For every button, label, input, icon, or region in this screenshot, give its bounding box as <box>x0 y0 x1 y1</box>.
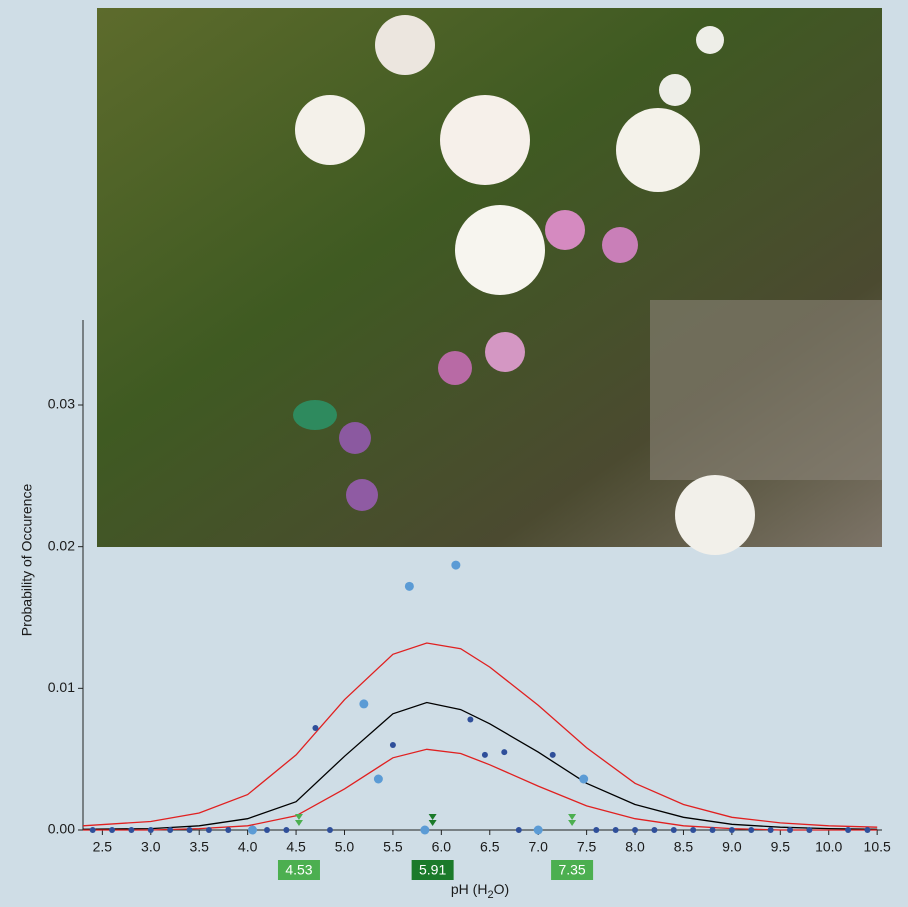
data-point <box>327 827 333 833</box>
fit-curve <box>83 643 877 827</box>
data-point <box>729 827 735 833</box>
x-tick-label: 7.5 <box>577 839 597 855</box>
x-axis-label: pH (H2O) <box>451 881 509 901</box>
data-point <box>167 827 173 833</box>
x-tick-label: 4.0 <box>238 839 258 855</box>
x-label-part: O) <box>494 881 510 897</box>
x-tick-label: 6.0 <box>432 839 452 855</box>
fit-curve <box>83 703 877 830</box>
fit-curve <box>83 749 877 830</box>
marker-arrow <box>568 814 576 826</box>
data-point <box>264 827 270 833</box>
y-tick-label: 0.01 <box>48 679 75 695</box>
data-point <box>534 826 543 835</box>
x-tick-label: 5.0 <box>335 839 355 855</box>
data-point <box>845 827 851 833</box>
data-point <box>768 827 774 833</box>
data-point <box>187 827 193 833</box>
data-point <box>613 827 619 833</box>
data-point <box>420 826 429 835</box>
data-point <box>225 827 231 833</box>
x-tick-label: 6.5 <box>480 839 500 855</box>
data-point <box>864 827 870 833</box>
data-point <box>283 827 289 833</box>
x-tick-label: 9.5 <box>771 839 791 855</box>
y-axis-label: Probability of Occurence <box>19 484 35 637</box>
data-point <box>109 827 115 833</box>
data-point <box>374 775 383 784</box>
data-point <box>787 827 793 833</box>
data-point <box>390 742 396 748</box>
x-tick-label: 9.0 <box>722 839 742 855</box>
chart: Probability of Occurence pH (H2O) 0.00 0.… <box>0 0 908 907</box>
data-point <box>467 717 473 723</box>
x-tick-label: 3.5 <box>189 839 209 855</box>
data-point <box>806 827 812 833</box>
y-tick-label: 0.00 <box>48 821 75 837</box>
data-point <box>312 725 318 731</box>
data-point <box>90 827 96 833</box>
x-tick-label: 5.5 <box>383 839 403 855</box>
x-tick-label: 4.5 <box>286 839 306 855</box>
photo <box>97 8 882 555</box>
data-point <box>579 775 588 784</box>
x-tick-label: 7.0 <box>528 839 548 855</box>
data-point <box>128 827 134 833</box>
marker-label: 7.35 <box>558 862 585 878</box>
data-point <box>550 752 556 758</box>
data-point <box>748 827 754 833</box>
data-point <box>248 826 257 835</box>
data-point <box>206 827 212 833</box>
marker-label: 5.91 <box>419 862 446 878</box>
x-tick-label: 8.5 <box>674 839 694 855</box>
x-tick-label: 3.0 <box>141 839 161 855</box>
data-point <box>593 827 599 833</box>
data-point <box>516 827 522 833</box>
data-point <box>148 827 154 833</box>
marker-label: 4.53 <box>285 862 312 878</box>
data-point <box>710 827 716 833</box>
marker-arrow <box>295 814 303 826</box>
data-point <box>451 561 460 570</box>
x-tick-label: 10.5 <box>864 839 891 855</box>
marker-arrow <box>429 814 437 826</box>
data-point <box>359 699 368 708</box>
data-point <box>405 582 414 591</box>
data-point <box>632 827 638 833</box>
data-point <box>671 827 677 833</box>
x-tick-label: 2.5 <box>93 839 113 855</box>
y-tick-label: 0.03 <box>48 396 75 412</box>
data-point <box>651 827 657 833</box>
x-label-part: pH (H <box>451 881 488 897</box>
data-point <box>690 827 696 833</box>
data-point <box>482 752 488 758</box>
data-point <box>501 749 507 755</box>
y-tick-label: 0.02 <box>48 537 75 553</box>
x-tick-label: 8.0 <box>625 839 645 855</box>
x-tick-label: 10.0 <box>815 839 842 855</box>
